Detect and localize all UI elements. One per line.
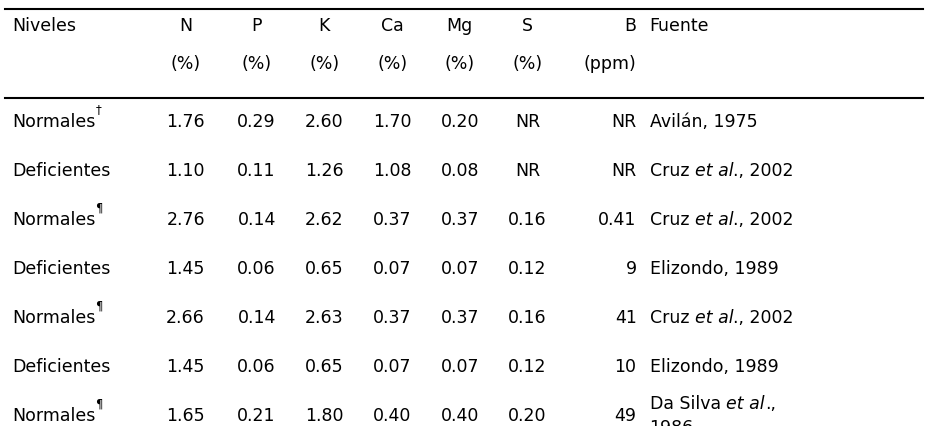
- Text: 0.37: 0.37: [440, 211, 478, 230]
- Text: et al: et al: [693, 162, 732, 181]
- Text: Deficientes: Deficientes: [12, 260, 110, 279]
- Text: 0.21: 0.21: [237, 407, 275, 426]
- Text: P: P: [251, 17, 261, 35]
- Text: ., 2002: ., 2002: [732, 162, 793, 181]
- Text: Ca: Ca: [380, 17, 403, 35]
- Text: ¶: ¶: [95, 201, 103, 214]
- Text: 1.08: 1.08: [373, 162, 411, 181]
- Text: .,: .,: [764, 395, 775, 414]
- Text: Niveles: Niveles: [12, 17, 76, 35]
- Text: 0.08: 0.08: [440, 162, 478, 181]
- Text: Deficientes: Deficientes: [12, 358, 110, 377]
- Text: 2.76: 2.76: [166, 211, 205, 230]
- Text: 2.62: 2.62: [305, 211, 343, 230]
- Text: Avilán, 1975: Avilán, 1975: [649, 113, 756, 132]
- Text: (%): (%): [171, 55, 200, 73]
- Text: †: †: [95, 103, 101, 116]
- Text: Elizondo, 1989: Elizondo, 1989: [649, 260, 778, 279]
- Text: 1.45: 1.45: [166, 358, 205, 377]
- Text: 9: 9: [625, 260, 636, 279]
- Text: 0.16: 0.16: [508, 211, 546, 230]
- Text: 0.07: 0.07: [373, 358, 411, 377]
- Text: Normales: Normales: [12, 309, 95, 328]
- Text: Mg: Mg: [446, 17, 473, 35]
- Text: Cruz: Cruz: [649, 309, 693, 328]
- Text: 1986: 1986: [649, 419, 693, 426]
- Text: Normales: Normales: [12, 211, 95, 230]
- Text: Da Silva: Da Silva: [649, 395, 726, 414]
- Text: 0.20: 0.20: [440, 113, 478, 132]
- Text: K: K: [318, 17, 330, 35]
- Text: 0.06: 0.06: [237, 260, 275, 279]
- Text: 1.70: 1.70: [373, 113, 411, 132]
- Text: Cruz: Cruz: [649, 211, 693, 230]
- Text: 0.16: 0.16: [508, 309, 546, 328]
- Text: 0.40: 0.40: [373, 407, 411, 426]
- Text: et al: et al: [693, 211, 732, 230]
- Text: 0.07: 0.07: [373, 260, 411, 279]
- Text: 0.29: 0.29: [237, 113, 275, 132]
- Text: 0.37: 0.37: [373, 211, 411, 230]
- Text: 1.80: 1.80: [305, 407, 343, 426]
- Text: 1.76: 1.76: [166, 113, 205, 132]
- Text: Normales: Normales: [12, 113, 95, 132]
- Text: NR: NR: [514, 162, 540, 181]
- Text: 10: 10: [614, 358, 636, 377]
- Text: S: S: [522, 17, 532, 35]
- Text: 0.14: 0.14: [237, 211, 275, 230]
- Text: 0.65: 0.65: [305, 358, 343, 377]
- Text: (ppm): (ppm): [583, 55, 636, 73]
- Text: 0.06: 0.06: [237, 358, 275, 377]
- Text: (%): (%): [241, 55, 272, 73]
- Text: 0.37: 0.37: [373, 309, 411, 328]
- Text: NR: NR: [514, 113, 540, 132]
- Text: 0.07: 0.07: [440, 358, 478, 377]
- Text: 49: 49: [614, 407, 636, 426]
- Text: Cruz: Cruz: [649, 162, 693, 181]
- Text: 1.45: 1.45: [166, 260, 205, 279]
- Text: B: B: [624, 17, 636, 35]
- Text: 0.37: 0.37: [440, 309, 478, 328]
- Text: Normales: Normales: [12, 407, 95, 426]
- Text: et al: et al: [726, 395, 764, 414]
- Text: 0.11: 0.11: [237, 162, 275, 181]
- Text: 1.26: 1.26: [305, 162, 343, 181]
- Text: 0.14: 0.14: [237, 309, 275, 328]
- Text: et al: et al: [693, 309, 732, 328]
- Text: Deficientes: Deficientes: [12, 162, 110, 181]
- Text: 2.66: 2.66: [166, 309, 205, 328]
- Text: (%): (%): [376, 55, 407, 73]
- Text: Elizondo, 1989: Elizondo, 1989: [649, 358, 778, 377]
- Text: 41: 41: [614, 309, 636, 328]
- Text: (%): (%): [309, 55, 339, 73]
- Text: ., 2002: ., 2002: [732, 211, 793, 230]
- Text: ¶: ¶: [95, 299, 103, 312]
- Text: 0.07: 0.07: [440, 260, 478, 279]
- Text: ., 2002: ., 2002: [732, 309, 793, 328]
- Text: NR: NR: [611, 162, 636, 181]
- Text: 0.41: 0.41: [598, 211, 636, 230]
- Text: (%): (%): [512, 55, 542, 73]
- Text: 0.65: 0.65: [305, 260, 343, 279]
- Text: ¶: ¶: [95, 397, 103, 410]
- Text: N: N: [179, 17, 192, 35]
- Text: 2.60: 2.60: [305, 113, 343, 132]
- Text: 1.65: 1.65: [166, 407, 205, 426]
- Text: 0.12: 0.12: [508, 260, 546, 279]
- Text: NR: NR: [611, 113, 636, 132]
- Text: 0.40: 0.40: [440, 407, 478, 426]
- Text: 0.20: 0.20: [508, 407, 546, 426]
- Text: 0.12: 0.12: [508, 358, 546, 377]
- Text: Fuente: Fuente: [649, 17, 708, 35]
- Text: 2.63: 2.63: [305, 309, 343, 328]
- Text: (%): (%): [444, 55, 475, 73]
- Text: 1.10: 1.10: [166, 162, 205, 181]
